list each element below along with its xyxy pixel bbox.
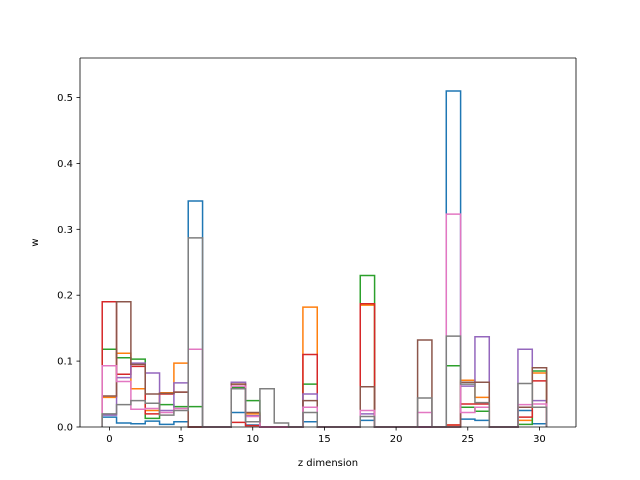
series-step-line-4 xyxy=(101,335,548,428)
y-tick-label: 0.2 xyxy=(57,291,73,302)
y-tick-label: 0.1 xyxy=(57,357,73,368)
y-tick-label: 0.5 xyxy=(57,93,73,104)
x-axis-label: z dimension xyxy=(298,458,358,469)
x-tick-label: 10 xyxy=(246,434,259,445)
plot-area-background xyxy=(80,58,576,427)
series-step-line-7 xyxy=(101,237,548,428)
x-tick-label: 20 xyxy=(390,434,403,445)
y-axis-label: w xyxy=(30,238,41,246)
x-tick-label: 0 xyxy=(106,434,112,445)
axes-frame xyxy=(79,57,577,428)
x-axis-ticks: 0 5 10 15 20 25 30 xyxy=(106,427,546,445)
series-step-line-0 xyxy=(101,90,548,428)
series-step-line-5 xyxy=(101,301,548,428)
x-tick-label: 25 xyxy=(461,434,474,445)
y-tick-label: 0.4 xyxy=(57,159,73,170)
x-tick-label: 15 xyxy=(318,434,331,445)
y-axis-ticks: 0.0 0.1 0.2 0.3 0.4 0.5 xyxy=(57,93,80,434)
x-tick-label: 5 xyxy=(178,434,184,445)
y-tick-label: 0.3 xyxy=(57,225,73,236)
series-layer xyxy=(101,90,548,428)
x-tick-label: 30 xyxy=(533,434,546,445)
y-tick-label: 0.0 xyxy=(57,423,73,434)
